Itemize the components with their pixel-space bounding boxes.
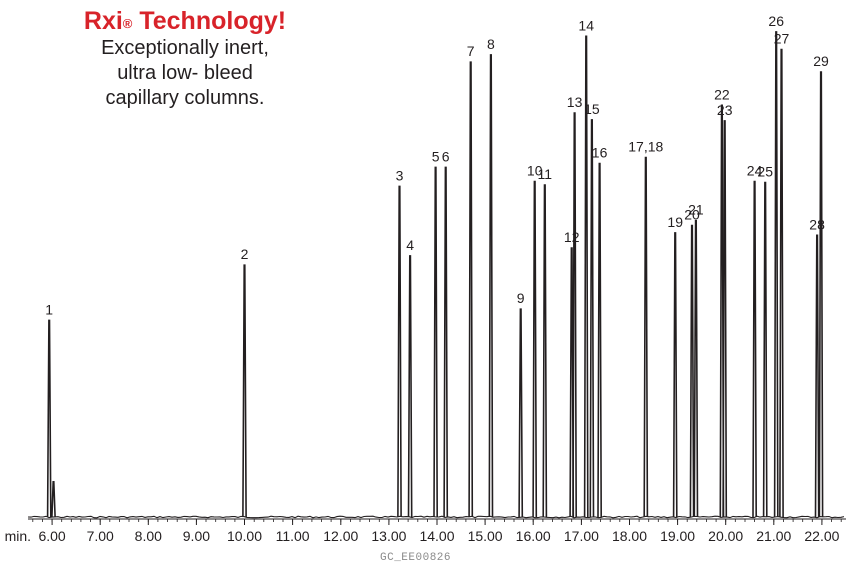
peak-28 (814, 234, 820, 518)
x-tick-label: 6.00 (38, 528, 65, 544)
peak-label: 24 (747, 163, 763, 179)
peak-label: 10 (527, 163, 543, 179)
brand-title: Rxi® Technology! (60, 6, 310, 36)
peak-label: 2 (241, 246, 249, 262)
peak-label: 5 (432, 148, 440, 164)
peak-label: 28 (809, 216, 825, 232)
peak-label: 29 (813, 53, 829, 69)
peak-11 (542, 184, 548, 518)
peak-label: 25 (757, 164, 773, 180)
tagline-line-1: Exceptionally inert, (101, 37, 269, 59)
peak-label: 16 (592, 145, 608, 161)
peak-19 (672, 232, 678, 518)
trace-layer (27, 31, 845, 519)
peak-label: 27 (774, 31, 790, 47)
peak-23 (722, 120, 728, 518)
registered-mark: ® (122, 16, 133, 31)
peak-label: 23 (717, 102, 733, 118)
x-tick-label: 15.00 (468, 528, 503, 544)
x-tick-label: 11.00 (276, 528, 310, 544)
peak-label: 8 (487, 36, 495, 52)
peak-minor-1 (51, 481, 56, 518)
peak-2 (242, 264, 247, 518)
peak-label: 9 (517, 290, 525, 306)
peak-label: 3 (396, 167, 404, 183)
x-tick-label: 19.00 (660, 528, 695, 544)
brand-suffix: Technology! (132, 7, 287, 35)
peak-label: 22 (714, 86, 730, 102)
peak-21 (693, 219, 699, 518)
x-tick-label: 17.00 (564, 528, 599, 544)
x-tick-label: 9.00 (183, 528, 210, 544)
peak-17-18 (643, 156, 649, 518)
x-tick-label: 18.00 (612, 528, 647, 544)
peak-15 (589, 119, 595, 518)
peak-22 (719, 104, 725, 518)
peak-label: 21 (688, 202, 704, 218)
x-tick-label: 21.00 (756, 528, 791, 544)
headline: Rxi® Technology! Exceptionally inert, ul… (60, 6, 310, 111)
peak-29 (818, 71, 824, 518)
x-tick-label: 16.00 (516, 528, 551, 544)
peak-label: 11 (538, 166, 553, 182)
x-tick-label: 13.00 (371, 528, 406, 544)
peak-8 (488, 54, 494, 518)
peak-10 (532, 180, 538, 518)
peak-13 (572, 112, 577, 518)
peak-label: 1 (45, 301, 53, 317)
peak-5 (433, 166, 438, 518)
peak-4 (407, 255, 413, 518)
peak-label: 13 (567, 94, 583, 110)
peak-1 (46, 319, 52, 518)
tagline-line-2: ultra low- bleed (117, 62, 253, 84)
peak-7 (468, 61, 474, 518)
peak-16 (597, 162, 602, 518)
tagline-line-3: capillary columns. (105, 87, 265, 109)
peak-label: 20 (684, 207, 700, 223)
peak-14 (583, 35, 589, 518)
x-axis: 6.00 7.00 8.00 9.00 10.00 11.00 12.00 13.00 14.0… (5, 518, 846, 544)
peak-9 (518, 308, 524, 518)
brand-name: Rxi (83, 7, 123, 35)
peak-label: 14 (578, 17, 594, 33)
peak-label: 4 (406, 237, 414, 253)
peak-3 (397, 185, 402, 518)
peak-25 (762, 181, 768, 518)
x-unit-label: min. (5, 528, 31, 544)
peak-26 (773, 31, 779, 518)
peak-24 (752, 180, 757, 518)
peak-label: 15 (584, 101, 600, 117)
peak-label: 12 (564, 229, 580, 245)
x-tick-label: 14.00 (419, 528, 454, 544)
x-tick-label: 12.00 (323, 528, 358, 544)
x-tick-label: 8.00 (135, 528, 162, 544)
x-tick-label: 22.00 (804, 528, 839, 544)
peak-6 (443, 166, 449, 518)
baseline-trace (27, 515, 845, 519)
peak-label: 6 (442, 148, 450, 164)
peak-label: 26 (768, 13, 784, 29)
peak-20 (689, 224, 695, 518)
peak-label: 19 (667, 214, 683, 230)
peak-27 (779, 48, 784, 518)
peak-label: 7 (467, 43, 475, 59)
x-tick-label: 7.00 (87, 528, 114, 544)
x-tick-label: 10.00 (227, 528, 262, 544)
peak-label: 17,18 (628, 139, 663, 155)
figure-code: GC_EE00826 (380, 552, 452, 564)
x-tick-label: 20.00 (708, 528, 743, 544)
